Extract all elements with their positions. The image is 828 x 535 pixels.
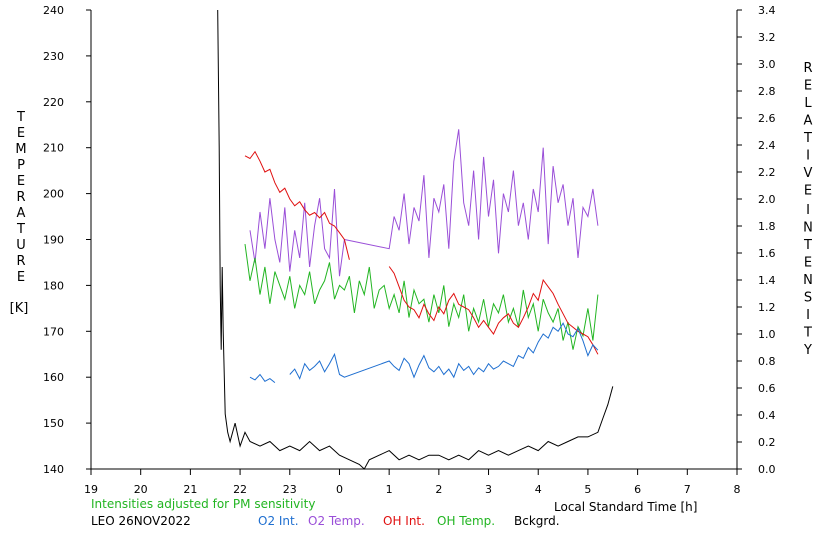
x-tick-label: 8 — [734, 483, 741, 496]
right-tick-label: 0.0 — [758, 463, 776, 476]
right-tick-label: 2.0 — [758, 193, 776, 206]
right-axis-label-letter: N — [803, 273, 813, 288]
left-tick-label: 150 — [43, 417, 64, 430]
right-tick-label: 1.0 — [758, 328, 776, 341]
right-axis-label-letter: Y — [803, 343, 812, 358]
left-axis-label-letter: E — [17, 174, 25, 189]
right-axis-label-letter: T — [803, 326, 812, 341]
right-tick-label: 0.2 — [758, 436, 776, 449]
series-line-oh-int — [244, 150, 599, 355]
right-tick-label: 0.4 — [758, 409, 776, 422]
left-tick-label: 180 — [43, 279, 64, 292]
right-tick-label: 1.6 — [758, 247, 776, 260]
left-axis-label-letter: M — [15, 142, 26, 157]
right-axis-label-letter: I — [806, 203, 810, 218]
left-tick-label: 210 — [43, 142, 64, 155]
series-line-bckgrd — [217, 9, 614, 470]
right-tick-label: 0.8 — [758, 355, 776, 368]
x-tick-label: 7 — [684, 483, 691, 496]
x-tick-label: 23 — [283, 483, 297, 496]
tick-labels-layer: 1401501601701801902002102202302400.00.20… — [10, 4, 813, 496]
right-tick-label: 2.6 — [758, 112, 776, 125]
right-tick-label: 1.4 — [758, 274, 776, 287]
x-tick-label: 20 — [134, 483, 148, 496]
series-layer — [217, 9, 614, 470]
left-tick-label: 230 — [43, 50, 64, 63]
x-tick-label: 1 — [386, 483, 393, 496]
right-tick-label: 0.6 — [758, 382, 776, 395]
left-axis-label-letter: P — [17, 158, 25, 173]
x-tick-label: 5 — [584, 483, 591, 496]
x-tick-label: 2 — [435, 483, 442, 496]
left-tick-label: 220 — [43, 96, 64, 109]
left-tick-label: 140 — [43, 463, 64, 476]
right-axis-label-letter: R — [803, 61, 812, 76]
right-axis-label-letter: T — [803, 238, 812, 253]
left-tick-label: 160 — [43, 371, 64, 384]
right-tick-label: 3.4 — [758, 4, 776, 17]
legend-o2-temp: O2 Temp. — [308, 514, 365, 528]
series-line-oh-temp — [244, 244, 599, 350]
x-tick-label: 22 — [233, 483, 247, 496]
sensitivity-note: Intensities adjusted for PM sensitivity — [91, 497, 316, 511]
x-tick-label: 6 — [634, 483, 641, 496]
legend-oh-int: OH Int. — [383, 514, 425, 528]
legend-bckgrd: Bckgrd. — [514, 514, 560, 528]
left-axis-label-letter: R — [16, 254, 25, 269]
left-tick-label: 190 — [43, 234, 64, 247]
right-axis-label-letter: S — [804, 291, 812, 306]
right-tick-label: 2.8 — [758, 85, 776, 98]
x-tick-label: 3 — [485, 483, 492, 496]
right-axis-label-letter: L — [804, 96, 812, 111]
left-axis-label-letter: E — [17, 270, 25, 285]
right-axis-label-letter: A — [804, 114, 813, 129]
right-tick-label: 1.2 — [758, 301, 776, 314]
x-tick-label: 21 — [183, 483, 197, 496]
series-line-o2-temp — [249, 129, 599, 277]
right-tick-label: 2.4 — [758, 139, 776, 152]
left-axis-label-letter: A — [17, 206, 26, 221]
right-axis-label-letter: E — [804, 256, 812, 271]
series-line-o2-int — [249, 322, 599, 383]
left-tick-label: 240 — [43, 4, 64, 17]
right-axis-label-letter: I — [806, 308, 810, 323]
right-tick-label: 3.0 — [758, 58, 776, 71]
left-axis-unit: [K] — [10, 301, 29, 316]
left-axis-label-letter: U — [16, 238, 26, 253]
left-axis-label-letter: R — [16, 190, 25, 205]
left-axis-label-letter: T — [16, 222, 25, 237]
axes-layer — [86, 9, 742, 475]
right-tick-label: 2.2 — [758, 166, 776, 179]
right-axis-label-letter: E — [804, 184, 812, 199]
left-axis-label-letter: T — [16, 110, 25, 125]
right-axis-label-letter: I — [806, 149, 810, 164]
right-axis-label-letter: N — [803, 221, 813, 236]
legend-oh-temp: OH Temp. — [437, 514, 496, 528]
left-tick-label: 170 — [43, 325, 64, 338]
right-axis-label-letter: E — [804, 79, 812, 94]
legend-o2-int: O2 Int. — [258, 514, 299, 528]
right-tick-label: 3.2 — [758, 31, 776, 44]
left-tick-label: 200 — [43, 188, 64, 201]
station-date: LEO 26NOV2022 — [91, 514, 191, 528]
right-axis-label-letter: V — [804, 166, 813, 181]
x-tick-label: 19 — [84, 483, 98, 496]
x-tick-label: 0 — [336, 483, 343, 496]
x-tick-label: 4 — [535, 483, 542, 496]
right-axis-label-letter: T — [803, 131, 812, 146]
x-axis-title: Local Standard Time [h] — [554, 500, 698, 514]
left-axis-label-letter: E — [17, 126, 25, 141]
right-tick-label: 1.8 — [758, 220, 776, 233]
